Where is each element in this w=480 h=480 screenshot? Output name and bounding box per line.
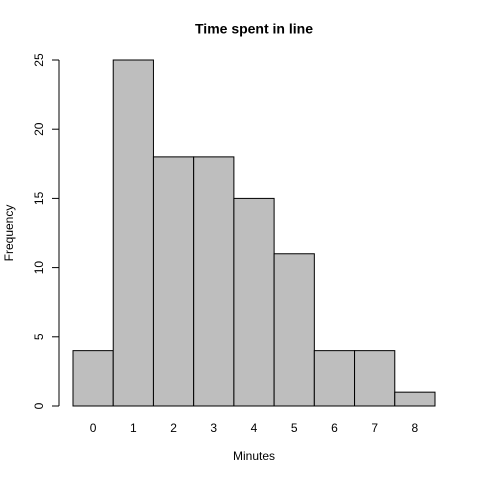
bar	[72, 350, 114, 407]
x-tick-label: 5	[291, 421, 298, 435]
x-tick-label: 8	[412, 421, 419, 435]
y-axis-label: Frequency	[2, 205, 16, 262]
y-tick-label: 10	[32, 261, 46, 275]
bar	[193, 156, 235, 407]
bar	[394, 391, 436, 407]
x-tick-label: 2	[170, 421, 177, 435]
bar	[233, 197, 275, 407]
x-tick-label: 3	[210, 421, 217, 435]
y-tick-label: 25	[32, 53, 46, 67]
x-axis-label: Minutes	[233, 449, 275, 463]
y-tick-label: 15	[32, 191, 46, 205]
bar	[313, 350, 356, 407]
bar	[273, 253, 315, 407]
bar	[112, 59, 154, 407]
x-tick-label: 6	[331, 421, 338, 435]
y-tick-label: 5	[32, 333, 46, 340]
x-tick-label: 4	[251, 421, 258, 435]
chart-title: Time spent in line	[195, 21, 313, 37]
bar	[152, 156, 195, 407]
x-tick-label: 0	[90, 421, 97, 435]
x-tick-label: 1	[130, 421, 137, 435]
y-tick-label: 0	[32, 402, 46, 409]
bar	[354, 350, 396, 407]
y-tick-label: 20	[32, 122, 46, 136]
x-tick-label: 7	[371, 421, 378, 435]
